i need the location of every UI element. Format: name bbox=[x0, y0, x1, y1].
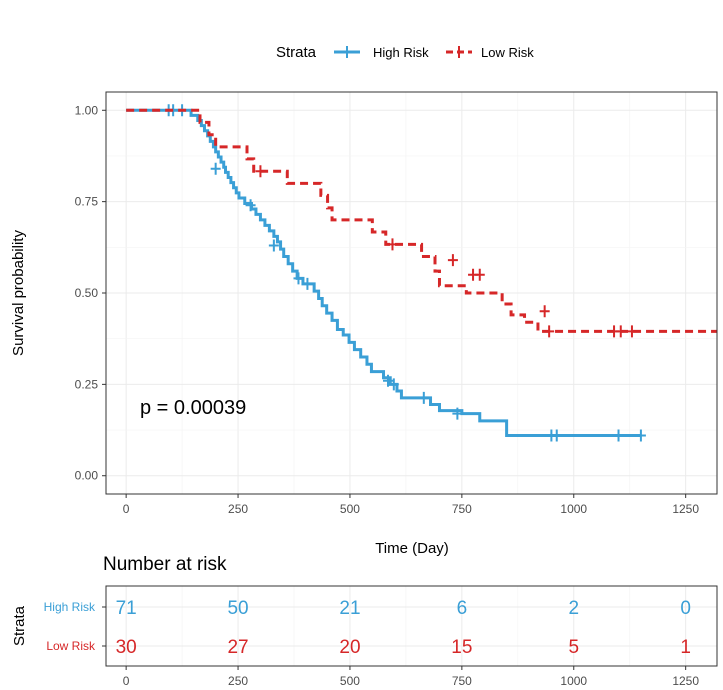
km-plot: 0 250 500 750 1000 1250 0.00 0.25 0.50 0.75 1.00 p… bbox=[10, 91, 718, 557]
censor-mark bbox=[293, 272, 304, 285]
censor-mark bbox=[210, 162, 221, 175]
legend: Strata High Risk Low Risk bbox=[276, 44, 534, 61]
censor-mark bbox=[245, 199, 256, 212]
y-tick-label: 1.00 bbox=[75, 103, 99, 117]
x-tick-label: 1000 bbox=[560, 502, 587, 516]
risk-row-label: Low Risk bbox=[46, 639, 96, 653]
y-axis-title: Survival probability bbox=[10, 230, 27, 356]
risk-x-tick-label: 500 bbox=[340, 674, 360, 688]
censor-mark bbox=[388, 378, 399, 391]
risk-x-tick-label: 750 bbox=[452, 674, 472, 688]
x-axis-title: Time (Day) bbox=[375, 540, 449, 557]
risk-x-tick-label: 1000 bbox=[560, 674, 587, 688]
risk-value: 71 bbox=[116, 598, 137, 619]
km-curve-high-risk bbox=[126, 108, 641, 438]
censor-mark bbox=[387, 238, 398, 251]
x-tick-label: 1250 bbox=[672, 502, 699, 516]
censor-mark bbox=[474, 268, 485, 281]
risk-value: 30 bbox=[116, 637, 137, 658]
p-value-annotation: p = 0.00039 bbox=[140, 397, 246, 419]
risk-table-border bbox=[105, 585, 718, 667]
risk-value: 1 bbox=[680, 637, 691, 658]
risk-value: 15 bbox=[451, 637, 472, 658]
risk-value: 6 bbox=[457, 598, 468, 619]
risk-table-y-title: Strata bbox=[11, 605, 28, 646]
censor-mark bbox=[452, 407, 463, 420]
y-tick-label: 0.00 bbox=[75, 469, 99, 483]
censor-mark bbox=[383, 374, 393, 387]
censor-mark bbox=[613, 429, 624, 442]
risk-value: 5 bbox=[568, 637, 579, 658]
legend-title: Strata bbox=[276, 44, 317, 61]
risk-value: 20 bbox=[339, 637, 360, 658]
x-tick-label: 0 bbox=[123, 502, 130, 516]
x-tick-label: 500 bbox=[340, 502, 360, 516]
risk-value: 0 bbox=[680, 598, 691, 619]
censor-mark bbox=[418, 391, 429, 404]
legend-label: Low Risk bbox=[481, 45, 534, 60]
km-curve-low-risk bbox=[126, 108, 717, 333]
censor-mark bbox=[551, 429, 562, 442]
censor-mark bbox=[302, 277, 313, 290]
x-tick-label: 250 bbox=[228, 502, 248, 516]
y-tick-label: 0.75 bbox=[75, 195, 99, 209]
legend-label: High Risk bbox=[373, 45, 429, 60]
censor-mark bbox=[615, 325, 626, 338]
risk-value: 2 bbox=[568, 598, 579, 619]
risk-row-label: High Risk bbox=[44, 600, 96, 614]
risk-value: 50 bbox=[227, 598, 248, 619]
risk-x-tick-label: 1250 bbox=[672, 674, 699, 688]
censor-mark bbox=[539, 305, 550, 318]
risk-x-tick-label: 250 bbox=[228, 674, 248, 688]
risk-value: 27 bbox=[227, 637, 248, 658]
risk-value: 21 bbox=[339, 598, 360, 619]
x-tick-label: 750 bbox=[452, 502, 472, 516]
censor-mark bbox=[626, 325, 637, 338]
censor-mark bbox=[268, 239, 279, 252]
risk-x-tick-label: 0 bbox=[123, 674, 130, 688]
censor-mark bbox=[447, 254, 458, 267]
censor-mark bbox=[255, 165, 266, 178]
y-tick-label: 0.50 bbox=[75, 286, 99, 300]
censor-mark bbox=[635, 429, 646, 442]
censor-mark bbox=[544, 325, 555, 338]
y-tick-label: 0.25 bbox=[75, 377, 99, 391]
risk-table-title: Number at risk bbox=[103, 554, 227, 575]
